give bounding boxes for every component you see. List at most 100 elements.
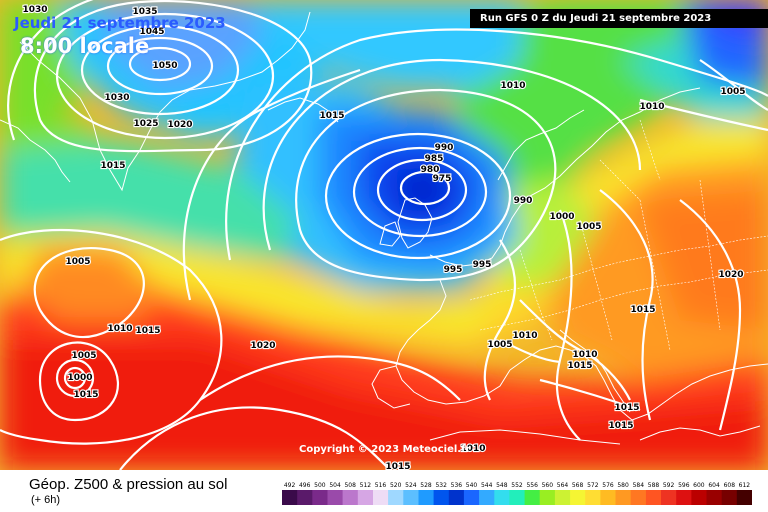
scale-tick-label: 556 [526,482,538,489]
isobar-label: 1015 [567,361,592,371]
scale-tick-label: 596 [678,482,690,489]
scale-tick-label: 508 [344,482,356,489]
scale-tick-label: 564 [557,482,569,489]
scale-swatch [736,490,752,505]
scale-tick-label: 492 [284,482,296,489]
scale-swatch [373,490,389,505]
scale-swatch [539,490,556,505]
scale-swatch [479,490,495,505]
isobar-label: 1050 [152,61,177,71]
scale-swatch [706,490,723,505]
scale-swatch [676,490,692,505]
isobar-label: 1010 [639,102,664,112]
isobar-label: 1020 [167,120,192,130]
scale-tick-label: 600 [693,482,705,489]
isobar-label: 1010 [512,331,537,341]
scale-tick-label: 560 [542,482,554,489]
isobar-label: 1030 [22,5,47,15]
isobar-label: 1005 [720,87,745,97]
isobar-label: 1015 [135,326,160,336]
forecast-time: 8:00 locale [20,34,150,58]
scale-swatch [297,490,313,505]
scale-swatch [327,490,344,505]
isobar-label: 1005 [71,351,96,361]
isobar-label: 1010 [107,324,132,334]
legend-title: Géop. Z500 & pression au sol [29,476,228,493]
scale-tick-label: 604 [708,482,720,489]
scale-tick-label: 540 [466,482,478,489]
isobar-label: 1015 [614,403,639,413]
isobar-label: 1000 [549,212,574,222]
scale-swatch [388,490,404,505]
scale-swatch [524,490,541,505]
scale-tick-label: 528 [420,482,432,489]
isobar-label: 1010 [460,444,485,454]
isobar-label: 985 [425,154,444,164]
isobar-label: 1000 [67,373,92,383]
scale-tick-label: 496 [299,482,311,489]
scale-swatch [721,490,738,505]
scale-tick-label: 580 [617,482,629,489]
isobar-label: 995 [473,260,492,270]
scale-tick-label: 592 [663,482,675,489]
scale-tick-label: 576 [602,482,614,489]
isobar-labels: 1030 1035 1045 1050 1030 1025 1020 1015 … [21,4,746,470]
scale-tick-label: 608 [724,482,736,489]
scale-swatch [570,490,586,505]
isobar-label: 1015 [319,111,344,121]
scale-tick-label: 520 [390,482,402,489]
isobar-label: 990 [435,143,454,153]
isobar-label: 1020 [718,270,743,280]
scale-swatch [645,490,662,505]
scale-tick-label: 568 [572,482,584,489]
country-borders [469,119,768,351]
scale-tick-label: 552 [511,482,523,489]
scale-tick-label: 504 [329,482,341,489]
scale-swatch [357,490,374,505]
isobar-label: 1005 [487,340,512,350]
scale-tick-label: 536 [451,482,463,489]
isobar-label: 1035 [132,7,157,17]
isobar-label: 1020 [250,341,275,351]
pressure-map: 1030 1035 1045 1050 1030 1025 1020 1015 … [0,0,768,470]
scale-swatch [585,490,601,505]
isobar-label: 1025 [133,119,158,129]
scale-tick-label: 588 [648,482,660,489]
scale-tick-label: 548 [496,482,508,489]
color-scale-bar: 492 496 500 504 508 512 516 520 524 528 532 536 540 5… [282,482,752,505]
scale-swatch [312,490,328,505]
scale-swatch [282,490,298,505]
scale-swatch [691,490,708,505]
scale-tick-label: 612 [739,482,751,489]
scale-swatch [554,490,571,505]
isobar-label: 990 [514,196,533,206]
isobar-label: 980 [421,165,440,175]
legend-subtitle: (+ 6h) [31,494,61,506]
scale-tick-label: 512 [360,482,372,489]
isobar-label: 1015 [100,161,125,171]
copyright-text: Copyright © 2023 Meteociel.fr [299,444,471,455]
isobar-label: 1015 [608,421,633,431]
scale-swatch [630,490,647,505]
scale-swatch [661,490,677,505]
scale-swatch [463,490,480,505]
isobar-label: 1015 [385,462,410,470]
scale-tick-label: 572 [587,482,599,489]
isobars [0,0,768,470]
scale-tick-label: 500 [314,482,326,489]
scale-tick-label: 516 [375,482,387,489]
forecast-date: Jeudi 21 septembre 2023 [14,14,226,32]
scale-swatch [615,490,632,505]
scale-swatch [403,490,419,505]
isobar-label: 995 [444,265,463,275]
scale-swatch [342,490,359,505]
isobar-label: 1015 [73,390,98,400]
scale-swatch [509,490,526,505]
isobar-label: 1030 [104,93,129,103]
scale-tick-label: 524 [405,482,417,489]
scale-tick-label: 544 [481,482,493,489]
scale-swatch [433,490,450,505]
scale-swatch [418,490,435,505]
isobar-label: 1005 [576,222,601,232]
